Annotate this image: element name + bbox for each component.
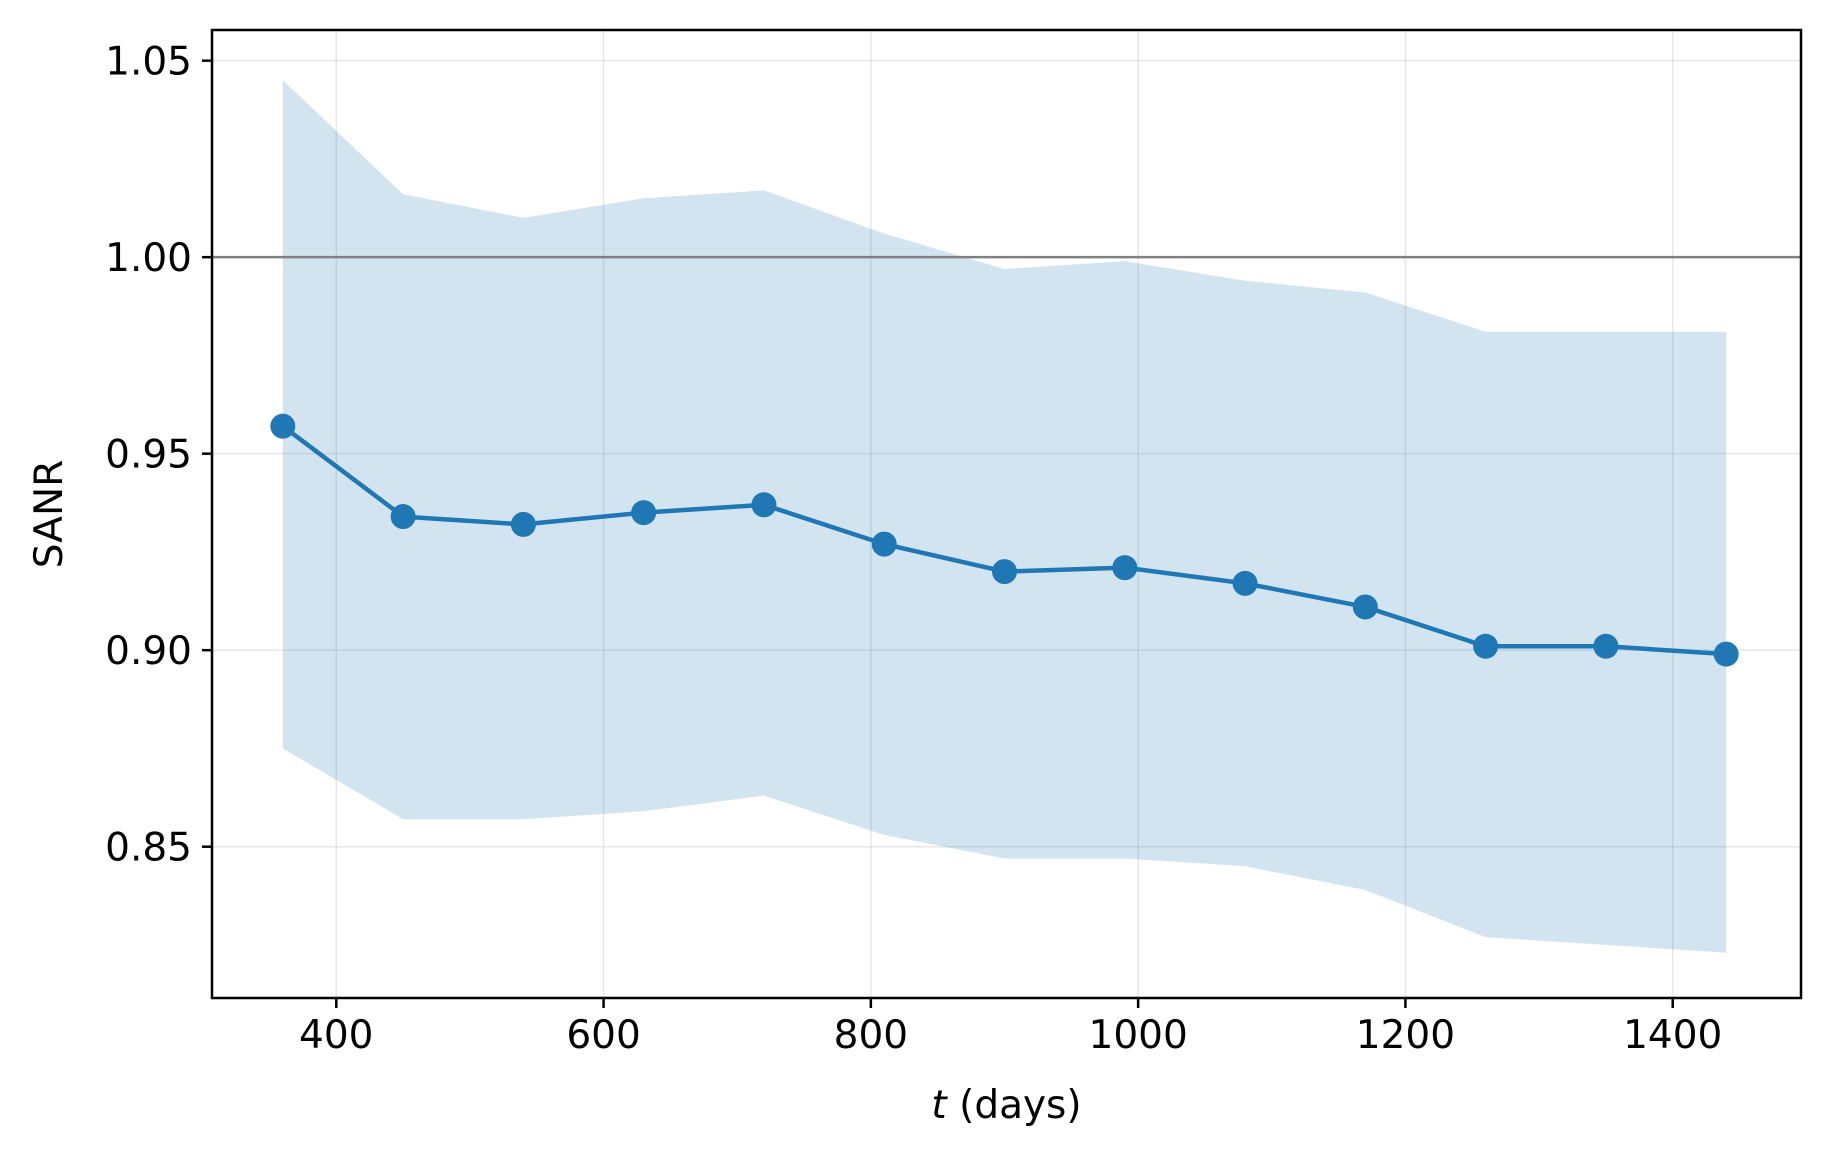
x-tick-label: 800	[834, 1013, 908, 1058]
y-tick-label: 0.95	[105, 433, 192, 478]
data-point	[1593, 633, 1619, 659]
x-axis-label-variable: t	[931, 1083, 948, 1128]
data-point	[1473, 633, 1499, 659]
data-point	[510, 511, 536, 537]
data-point	[1352, 594, 1378, 620]
data-point	[270, 413, 296, 439]
y-tick-label: 0.90	[105, 629, 192, 674]
data-point	[1232, 570, 1258, 596]
data-point	[991, 559, 1017, 585]
data-point	[631, 500, 657, 526]
x-tick-label: 1400	[1623, 1013, 1722, 1058]
x-axis-label: t (days)	[931, 1083, 1081, 1128]
x-tick-label: 1200	[1356, 1013, 1455, 1058]
y-tick-label: 1.05	[105, 40, 192, 85]
data-point	[1713, 641, 1739, 667]
y-tick-label: 0.85	[105, 826, 192, 871]
plot-frame	[210, 28, 1803, 1000]
x-tick-label: 1000	[1089, 1013, 1188, 1058]
data-point	[751, 492, 777, 518]
data-point	[871, 531, 897, 557]
data-points	[270, 413, 1739, 667]
x-axis-label-unit: (days)	[947, 1083, 1082, 1128]
confidence-band	[282, 80, 1727, 953]
y-tick-label: 1.00	[105, 236, 192, 281]
data-point	[1112, 555, 1138, 581]
x-tick-label: 400	[299, 1013, 373, 1058]
axis-ticks: 400 600 800 1000 1200 1400 0.85 0.90 0.95 1.00 1.0…	[105, 40, 1722, 1058]
data-point	[390, 504, 416, 530]
x-tick-label: 600	[566, 1013, 640, 1058]
y-axis-label: SANR	[27, 460, 72, 568]
